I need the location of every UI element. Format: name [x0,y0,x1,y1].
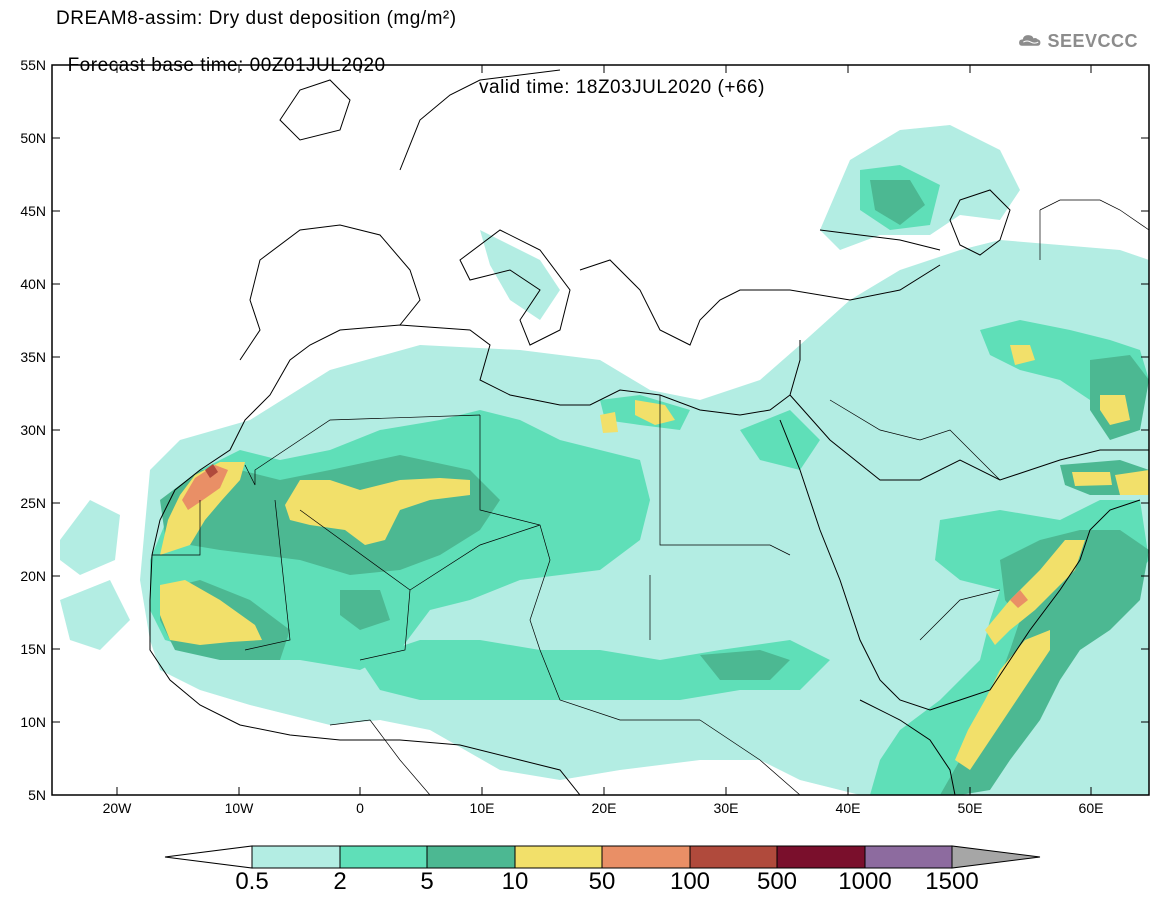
lon-label-20w: 20W [102,800,132,816]
colorbar-swatch-0.5-2 [251,845,341,869]
lat-label-55n: 55N [20,57,46,73]
colorbar-swatch-5-10 [426,845,516,869]
lat-label-30n: 30N [20,422,46,438]
valid-time: valid time: 18Z03JUL2020 (+66) [479,77,765,98]
lon-label-10w: 10W [224,800,254,816]
colorbar-swatch-1000-1500 [864,845,953,869]
logo-text: SEEVCCC [1047,30,1138,51]
cloud-icon [1019,35,1041,46]
colorbar-swatch-100-500 [689,845,778,869]
colorbar-swatch-2-5 [339,845,428,869]
colorbar-label-500: 500 [756,868,798,895]
lat-label-25n: 25N [20,495,46,511]
lon-label-30e: 30E [713,800,739,816]
colorbar [164,845,1041,869]
axis-ticks [52,64,1149,795]
seevccc-logo: SEEVCCC [1018,24,1138,58]
colorbar-label-100: 100 [669,868,711,895]
colorbar-label-0.5: 0.5 [235,868,269,895]
coastlines [149,69,1149,795]
lat-label-20n: 20N [20,568,46,584]
lat-label-40n: 40N [20,276,46,292]
lat-label-15n: 15N [20,641,46,657]
colorbar-swatch-above-1500 [951,845,1041,869]
lat-label-50n: 50N [20,130,46,146]
lat-label-45n: 45N [20,203,46,219]
lon-label-20e: 20E [591,800,617,816]
colorbar-swatch-50-100 [601,845,691,869]
lon-label-60e: 60E [1078,800,1104,816]
country-borders [152,199,1149,795]
colorbar-swatch-below-0.5 [164,845,253,869]
colorbar-label-2: 2 [333,868,347,895]
lon-label-0: 0 [356,800,364,816]
chart-title: DREAM8-assim: Dry dust deposition (mg/m²… [56,8,457,29]
dep-band-10-50 [160,345,1149,770]
colorbar-swatch-10-50 [514,845,603,869]
dep-band-50-100 [182,465,1028,608]
lat-label-10n: 10N [20,714,46,730]
lon-label-40e: 40E [835,800,861,816]
lon-label-50e: 50E [957,800,983,816]
dep-band-100-500 [205,464,218,478]
lat-label-5n: 5N [28,787,46,803]
map-field [60,125,1149,795]
lat-label-35n: 35N [20,349,46,365]
colorbar-label-50: 50 [588,868,616,895]
lon-label-10e: 10E [469,800,495,816]
colorbar-swatch-500-1000 [776,845,866,869]
colorbar-label-1500: 1500 [925,868,979,895]
colorbar-label-10: 10 [501,868,529,895]
colorbar-label-1000: 1000 [838,868,892,895]
colorbar-label-5: 5 [420,868,434,895]
